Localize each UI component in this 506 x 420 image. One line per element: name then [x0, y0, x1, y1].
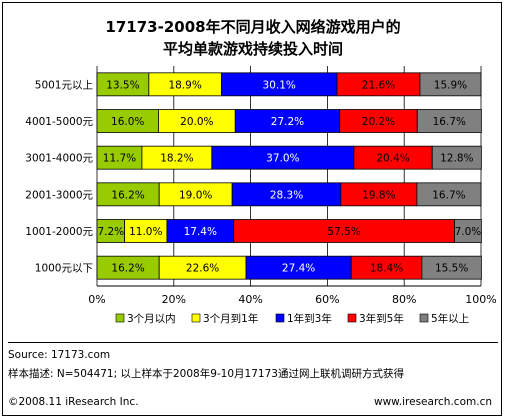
bar-segment	[421, 255, 482, 280]
data-label: 15.5%	[435, 263, 468, 275]
bar-segment	[419, 72, 482, 97]
data-label: 17.4%	[184, 226, 217, 238]
x-tick-label: 0%	[88, 293, 105, 306]
x-tick-label: 40%	[238, 293, 262, 306]
x-tick-label: 100%	[465, 293, 496, 306]
website: www.iresearch.com.cn	[373, 396, 492, 408]
category-label: 5001元以上	[35, 79, 93, 91]
data-label: 22.6%	[186, 263, 219, 275]
data-label: 30.1%	[263, 79, 296, 91]
sample-description: 样本描述: N=504471; 以上样本于2008年9-10月17173通过网上…	[8, 368, 404, 380]
category-label: 3001-4000元	[25, 153, 93, 165]
data-label: 16.7%	[432, 189, 465, 201]
data-label: 16.2%	[111, 189, 144, 201]
chart-subtitle: 平均单款游戏持续投入时间	[162, 40, 343, 58]
source-note: Source: 17173.com	[8, 349, 111, 361]
data-label: 15.9%	[434, 79, 467, 91]
data-label: 28.3%	[270, 189, 303, 201]
x-tick-label: 80%	[392, 293, 416, 306]
bar-segment	[454, 219, 482, 243]
category-label: 4001-5000元	[25, 116, 93, 128]
legend-swatch	[347, 313, 357, 323]
chart-title: 17173-2008年不同月收入网络游戏用户的	[105, 18, 401, 36]
bar-segment	[416, 109, 482, 133]
legend-swatch	[115, 313, 125, 323]
data-label: 11.7%	[103, 153, 136, 165]
stacked-bar-chart: 0% 20% 40% 60% 80% 100% 5001元以上 13.5% 18.9% 30.1%…	[25, 66, 497, 325]
data-label: 16.7%	[433, 116, 466, 128]
category-label: 1000元以下	[35, 263, 93, 275]
data-label: 18.4%	[370, 263, 403, 275]
bar-segment	[431, 145, 482, 170]
legend-label: 3个月以内	[127, 312, 176, 325]
x-tick-label: 20%	[162, 293, 186, 306]
data-label: 18.2%	[160, 153, 193, 165]
data-label: 16.2%	[111, 263, 144, 275]
data-label: 11.0%	[129, 226, 162, 238]
data-label: 16.0%	[111, 116, 144, 128]
data-label: 20.0%	[180, 116, 213, 128]
legend-label: 3年到5年	[359, 312, 404, 325]
legend-label: 5年以上	[431, 312, 469, 325]
data-label: 19.8%	[362, 189, 395, 201]
data-label: 27.4%	[282, 263, 315, 275]
x-tick-label: 60%	[315, 293, 339, 306]
data-label: 57.5%	[327, 226, 360, 238]
footer-divider	[8, 342, 498, 343]
data-label: 12.8%	[440, 153, 473, 165]
data-label: 37.0%	[266, 153, 299, 165]
data-label: 27.2%	[271, 116, 304, 128]
data-label: 7.0%	[455, 226, 482, 238]
data-label: 19.0%	[179, 189, 212, 201]
category-label: 1001-2000元	[25, 226, 93, 238]
data-label: 13.5%	[106, 79, 139, 91]
data-label: 20.4%	[376, 153, 409, 165]
bar-segment	[416, 182, 482, 207]
chart-frame	[2, 2, 502, 416]
legend-label: 1年到3年	[287, 312, 332, 325]
data-label: 20.2%	[362, 116, 395, 128]
data-label: 7.2%	[97, 226, 124, 238]
legend-label: 3个月到1年	[203, 312, 258, 325]
legend-swatch	[419, 313, 429, 323]
legend-swatch	[275, 313, 285, 323]
data-label: 21.6%	[362, 79, 395, 91]
legend-swatch	[191, 313, 201, 323]
data-label: 18.9%	[168, 79, 201, 91]
copyright: ©2008.11 iResearch Inc.	[8, 396, 139, 408]
category-label: 2001-3000元	[25, 189, 93, 201]
